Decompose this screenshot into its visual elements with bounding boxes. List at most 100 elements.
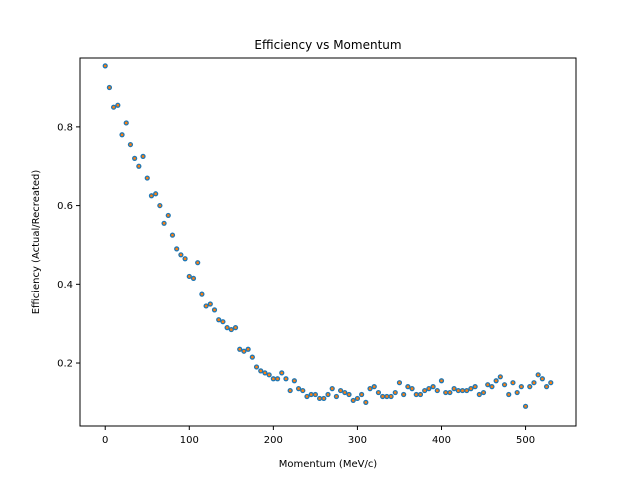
- data-point: [211, 307, 218, 313]
- data-point: [531, 380, 537, 386]
- data-point: [413, 391, 419, 398]
- data-point-inner: [427, 387, 431, 390]
- x-tick-label: 400: [432, 435, 451, 446]
- data-point: [375, 389, 382, 396]
- data-point: [119, 132, 125, 138]
- data-point: [157, 202, 163, 209]
- data-point: [178, 252, 184, 258]
- data-point-inner: [360, 393, 363, 396]
- data-point-inner: [372, 385, 376, 388]
- data-point-inner: [103, 64, 107, 68]
- data-point-inner: [389, 395, 393, 398]
- data-point-inner: [162, 222, 166, 225]
- data-point: [405, 384, 411, 390]
- data-point-inner: [335, 395, 338, 398]
- y-tick-label: 0.2: [57, 359, 73, 370]
- data-point: [102, 63, 108, 69]
- data-point: [266, 372, 272, 378]
- data-point-inner: [431, 385, 435, 388]
- data-point: [207, 301, 213, 307]
- x-tick-label: 100: [180, 435, 199, 446]
- data-point-inner: [141, 155, 145, 158]
- data-point: [396, 380, 403, 386]
- data-point-inner: [381, 395, 384, 398]
- data-point-inner: [192, 277, 195, 280]
- data-point-inner: [419, 393, 422, 396]
- x-tick-label: 300: [348, 435, 367, 446]
- chart-title: Efficiency vs Momentum: [254, 38, 401, 52]
- data-point-inner: [276, 377, 279, 381]
- data-point: [190, 275, 197, 282]
- data-point: [165, 212, 171, 219]
- data-point-inner: [267, 373, 271, 377]
- data-point-inner: [145, 176, 149, 180]
- data-point-inner: [204, 304, 208, 308]
- data-point-inner: [368, 387, 372, 390]
- data-point: [409, 386, 415, 392]
- data-point-inner: [482, 391, 485, 394]
- data-point-inner: [284, 377, 288, 381]
- data-point-inner: [213, 308, 216, 312]
- data-point: [384, 393, 390, 400]
- data-point-inner: [112, 105, 115, 109]
- data-point-inner: [393, 391, 397, 394]
- data-point: [468, 386, 474, 392]
- data-point: [392, 389, 398, 396]
- data-point: [476, 391, 482, 398]
- data-point-inner: [511, 381, 515, 385]
- data-point: [237, 346, 243, 352]
- data-point: [195, 260, 201, 266]
- data-point: [111, 104, 117, 110]
- data-point: [300, 387, 306, 394]
- data-point-inner: [448, 391, 452, 394]
- data-point: [430, 384, 436, 390]
- data-point-inner: [242, 349, 246, 353]
- data-point: [144, 175, 150, 181]
- data-point: [199, 291, 205, 297]
- data-point: [333, 393, 340, 400]
- data-point-inner: [272, 377, 275, 381]
- data-point-inner: [183, 257, 187, 261]
- data-point: [371, 384, 377, 390]
- data-point: [367, 386, 373, 392]
- data-point-inner: [200, 292, 204, 296]
- data-point-inner: [179, 253, 183, 257]
- data-point: [174, 246, 180, 252]
- data-point: [359, 391, 365, 398]
- data-point-inner: [490, 385, 494, 388]
- x-tick-label: 0: [102, 435, 108, 446]
- data-point-inner: [351, 399, 355, 402]
- data-point-inner: [293, 379, 296, 383]
- data-point-inner: [461, 389, 464, 392]
- data-point-inner: [221, 320, 225, 324]
- data-point: [434, 387, 440, 394]
- y-axis-label: Efficiency (Actual/Recreated): [31, 170, 42, 315]
- data-point-inner: [486, 383, 490, 386]
- data-point-inner: [503, 383, 506, 386]
- data-point-inner: [124, 121, 128, 125]
- data-point-inner: [339, 389, 342, 392]
- data-point: [321, 395, 327, 402]
- data-point-inner: [171, 233, 174, 237]
- y-tick-label: 0.4: [57, 280, 73, 291]
- data-point-inner: [187, 275, 191, 278]
- data-point: [115, 102, 121, 108]
- data-point-inner: [137, 164, 141, 168]
- data-point: [338, 387, 344, 394]
- data-point: [291, 378, 297, 384]
- data-points: [102, 63, 554, 409]
- data-point-inner: [251, 355, 254, 359]
- data-point: [224, 325, 230, 331]
- data-point: [401, 391, 407, 398]
- data-point-inner: [520, 385, 523, 388]
- data-point: [140, 153, 146, 159]
- data-point: [363, 399, 369, 405]
- data-point: [447, 389, 453, 396]
- data-point-inner: [318, 397, 321, 400]
- data-point: [426, 386, 432, 392]
- data-point: [480, 389, 487, 396]
- data-point-inner: [541, 377, 544, 381]
- data-point-inner: [225, 326, 229, 329]
- data-point: [148, 193, 155, 199]
